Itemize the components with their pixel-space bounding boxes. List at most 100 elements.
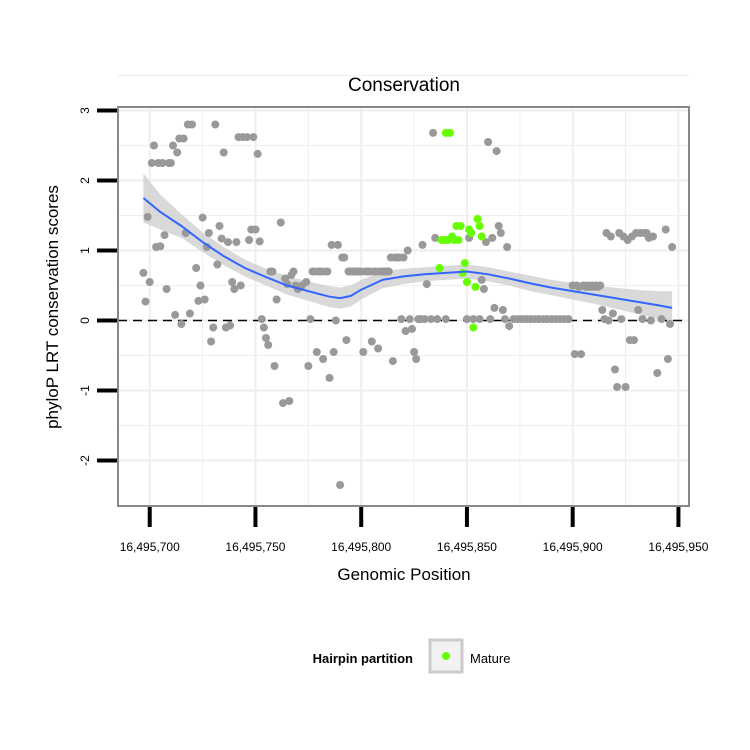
data-point	[139, 268, 148, 277]
data-point	[484, 138, 493, 146]
data-point	[209, 323, 218, 332]
data-point	[255, 237, 264, 246]
data-point	[503, 243, 512, 251]
data-point	[243, 133, 251, 142]
data-point	[431, 233, 440, 242]
data-point	[408, 324, 416, 333]
data-point	[158, 159, 167, 167]
data-point	[323, 267, 332, 276]
data-point	[577, 350, 586, 359]
data-point	[169, 141, 177, 150]
data-point	[253, 149, 262, 158]
x-tick-label: 16,495,700	[120, 540, 180, 554]
data-point	[185, 309, 194, 318]
data-point	[657, 315, 666, 324]
data-point	[211, 120, 220, 129]
x-tick-label: 16,495,950	[648, 540, 708, 554]
data-point	[194, 296, 203, 305]
data-point	[564, 315, 573, 324]
data-point	[617, 315, 626, 324]
legend-title: Hairpin partition	[313, 651, 413, 666]
data-point	[596, 281, 605, 290]
data-point	[145, 278, 154, 286]
data-point	[397, 315, 406, 324]
data-point	[219, 148, 228, 157]
data-point	[327, 240, 336, 249]
data-point	[143, 212, 152, 221]
mature-point	[454, 236, 463, 244]
y-axis-title: phyloP LRT conservation scores	[43, 185, 62, 429]
data-point	[420, 315, 429, 324]
data-point	[331, 316, 340, 325]
data-point	[179, 134, 188, 143]
data-point	[604, 316, 613, 325]
y-tick-label: -1	[78, 385, 92, 396]
data-point	[490, 303, 499, 312]
data-point	[272, 295, 281, 304]
data-point	[505, 322, 514, 331]
data-point	[198, 213, 207, 222]
data-point	[304, 362, 313, 370]
data-point	[325, 373, 334, 382]
data-point	[638, 315, 647, 324]
data-point	[479, 285, 488, 293]
x-tick-label: 16,495,800	[331, 540, 391, 554]
data-point	[285, 397, 294, 405]
x-tick-label: 16,495,850	[437, 540, 497, 554]
data-point	[200, 295, 209, 304]
data-point	[494, 222, 503, 230]
data-point	[232, 238, 241, 247]
data-point	[215, 222, 224, 230]
y-axis: -2 -1 0 1 2 3	[78, 107, 117, 466]
data-point	[166, 159, 175, 167]
data-point	[608, 309, 617, 318]
data-point	[257, 315, 266, 324]
data-point	[312, 348, 321, 356]
data-point	[498, 306, 507, 314]
mature-point	[471, 282, 480, 291]
data-point	[196, 281, 205, 290]
data-point	[475, 315, 484, 324]
legend: Hairpin partition Mature	[313, 638, 510, 674]
data-point	[501, 315, 509, 324]
data-point	[217, 234, 226, 243]
x-axis: 16,495,700 16,495,750 16,495,800 16,495,850…	[120, 507, 709, 554]
data-point	[162, 285, 171, 293]
x-axis-title: Genomic Position	[337, 565, 470, 584]
data-point	[340, 253, 349, 262]
data-point	[202, 243, 211, 251]
mature-point	[475, 222, 484, 230]
data-point	[236, 281, 245, 290]
data-point	[598, 306, 607, 314]
panel-border	[117, 106, 690, 507]
data-point	[462, 315, 471, 324]
smooth-fit-line	[142, 197, 673, 309]
data-point	[289, 267, 298, 276]
data-point	[329, 348, 338, 356]
points-layer	[118, 120, 689, 489]
data-point	[359, 348, 368, 356]
data-point	[279, 399, 287, 408]
data-point	[653, 369, 662, 377]
confidence-band	[143, 173, 673, 325]
data-point	[249, 133, 258, 142]
smooth-line-layer	[142, 197, 673, 309]
data-point	[418, 240, 427, 249]
data-point	[319, 355, 328, 363]
mature-point	[467, 229, 476, 237]
mature-point	[477, 232, 486, 241]
data-point	[141, 297, 150, 306]
mature-point	[460, 259, 469, 268]
data-point	[160, 231, 169, 240]
y-tick-label: 0	[78, 317, 92, 324]
data-point	[259, 323, 268, 332]
data-point	[192, 264, 201, 272]
y-tick-label: 1	[78, 247, 92, 254]
data-point	[403, 246, 412, 255]
data-point	[649, 232, 657, 241]
data-point	[207, 337, 216, 346]
data-point	[251, 225, 260, 234]
y-tick-label: 3	[78, 107, 92, 114]
y-tick-label: -2	[78, 455, 92, 466]
